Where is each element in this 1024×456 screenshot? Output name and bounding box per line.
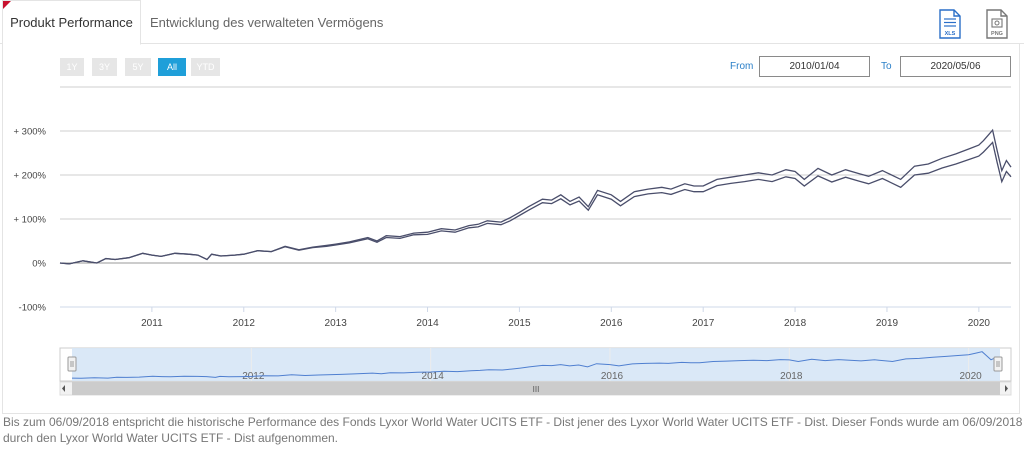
range-button-ytd[interactable]: YTD xyxy=(191,58,220,76)
scrollbar-thumb[interactable] xyxy=(72,382,1000,395)
scroll-right-icon[interactable] xyxy=(1005,385,1008,392)
scroll-left-icon[interactable] xyxy=(62,385,65,392)
y-tick-label: + 200% xyxy=(14,171,47,182)
tab-bar: Produkt Performance Entwicklung des verw… xyxy=(0,0,1024,45)
x-tick-label: 2020 xyxy=(968,318,991,329)
navigator-selection[interactable] xyxy=(72,348,1000,381)
range-button-5y[interactable]: 5Y xyxy=(125,58,151,76)
x-tick-label: 2011 xyxy=(141,318,163,329)
navigator-tick-label: 2016 xyxy=(601,371,624,382)
series-line-1 xyxy=(59,128,1012,265)
navigator-tick-label: 2018 xyxy=(780,371,803,382)
x-tick-label: 2013 xyxy=(325,318,348,329)
performance-chart[interactable]: + 300% + 200% + 100% 0% -100% 2011 2012 2013 201… xyxy=(0,0,1024,400)
x-tick-label: 2014 xyxy=(416,318,439,329)
png-label: PNG xyxy=(991,31,1003,37)
navigator-tick-label: 2020 xyxy=(959,371,982,382)
scrollbar-grip: III xyxy=(533,385,540,394)
y-tick-label: + 300% xyxy=(14,127,47,138)
to-label: To xyxy=(881,61,892,72)
series-line-2 xyxy=(59,141,1012,265)
from-date-input[interactable] xyxy=(759,56,870,77)
xls-export-icon[interactable]: XLS xyxy=(937,9,963,39)
to-date-input[interactable] xyxy=(900,56,1011,77)
navigator-left-handle[interactable] xyxy=(67,356,77,372)
png-export-icon[interactable]: PNG xyxy=(984,9,1010,39)
tab-verwaltetes-vermoegen[interactable]: Entwicklung des verwalteten Vermögens xyxy=(150,14,384,30)
y-tick-label: + 100% xyxy=(14,215,47,226)
x-tick-label: 2012 xyxy=(233,318,256,329)
navigator-tick-label: 2014 xyxy=(422,371,445,382)
y-tick-label: 0% xyxy=(32,259,46,270)
footnote: Bis zum 06/09/2018 entspricht die histor… xyxy=(3,415,1023,445)
range-button-all[interactable]: All xyxy=(158,58,186,76)
x-tick-label: 2015 xyxy=(508,318,531,329)
navigator-right-handle[interactable] xyxy=(993,356,1003,372)
x-tick-label: 2016 xyxy=(600,318,623,329)
y-tick-label: -100% xyxy=(19,303,47,314)
tab-produkt-performance[interactable]: Produkt Performance xyxy=(2,0,141,45)
range-button-3y[interactable]: 3Y xyxy=(92,58,117,76)
x-tick-label: 2018 xyxy=(784,318,807,329)
chart-panel xyxy=(2,44,1020,414)
navigator-series-line xyxy=(71,351,1001,379)
x-tick-label: 2017 xyxy=(692,318,715,329)
xls-label: XLS xyxy=(945,31,956,37)
range-button-1y[interactable]: 1Y xyxy=(60,58,84,76)
x-tick-label: 2019 xyxy=(876,318,899,329)
from-label: From xyxy=(730,61,754,72)
